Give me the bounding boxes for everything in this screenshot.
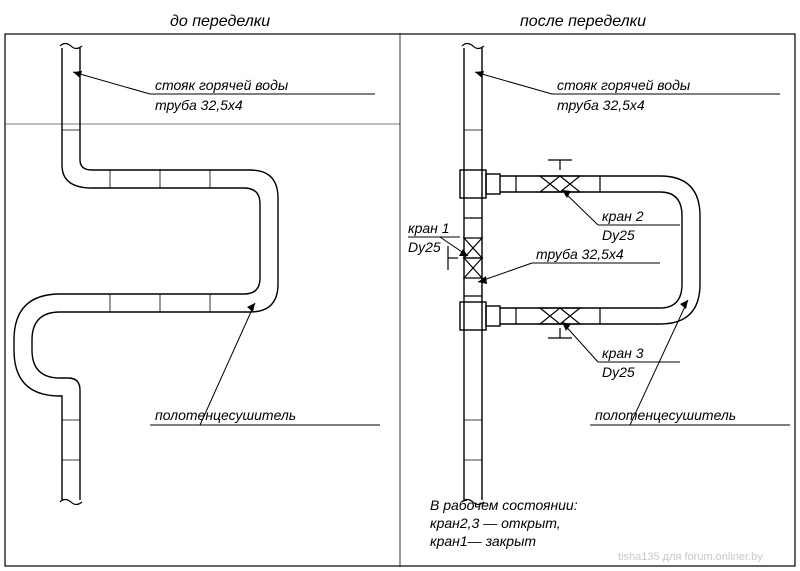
note-line-3: кран1— закрыт bbox=[430, 533, 536, 549]
valve1-label: кран 1 bbox=[408, 220, 450, 236]
valve3-label: кран 3 bbox=[602, 345, 644, 361]
left-panel: стояк горячей воды труба 32,5x4 полотенц… bbox=[14, 44, 380, 505]
valve1-sublabel: Dy25 bbox=[408, 239, 441, 255]
note-line-1: В рабочем состоянии: bbox=[430, 497, 578, 513]
right-panel: стояк горячей воды труба 32,5x4 кран 2 D… bbox=[408, 44, 790, 550]
riser-sublabel-right: труба 32,5x4 bbox=[557, 97, 645, 113]
towel-label-right: полотенцесушитель bbox=[595, 407, 736, 423]
riser-label-left: стояк горячей воды bbox=[155, 77, 289, 93]
leader-riser-left bbox=[73, 72, 150, 94]
towel-label-left: полотенцесушитель bbox=[155, 407, 296, 423]
title-left: до переделки bbox=[170, 13, 270, 30]
valve-3-icon bbox=[516, 308, 600, 338]
note-line-2: кран2,3 — открыт, bbox=[430, 515, 561, 531]
pipe-mid-label: труба 32,5x4 bbox=[536, 246, 624, 262]
title-right: после переделки bbox=[520, 13, 646, 30]
watermark-text: tisha135 для forum.onliner.by bbox=[618, 551, 763, 563]
valve2-label: кран 2 bbox=[602, 208, 644, 224]
valve3-sublabel: Dy25 bbox=[602, 364, 635, 380]
riser-label-right: стояк горячей воды bbox=[557, 77, 691, 93]
valve2-sublabel: Dy25 bbox=[602, 227, 635, 243]
riser-sublabel-left: труба 32,5x4 bbox=[155, 97, 243, 113]
valve-1-icon bbox=[448, 218, 482, 296]
